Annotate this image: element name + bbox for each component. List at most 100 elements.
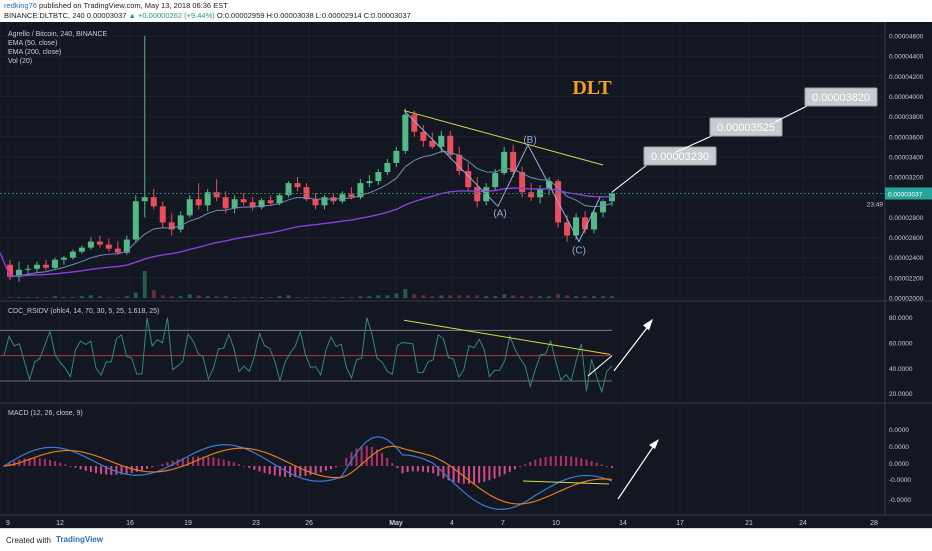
macd-histogram-bar (488, 466, 491, 481)
macd-histogram-bar (457, 466, 460, 483)
volume-bar (34, 297, 39, 298)
macd-histogram-bar (125, 466, 128, 474)
macd-histogram-bar (176, 459, 179, 466)
macd-histogram-bar (222, 459, 225, 466)
candle-body (69, 251, 76, 258)
target-price-label: 0.00003820 (812, 92, 870, 104)
candle-body (78, 247, 85, 252)
candle-body (600, 201, 607, 213)
target-box (804, 87, 878, 107)
macd-arrow-line (617, 443, 656, 500)
volume-bar (385, 295, 390, 298)
volume-bar (295, 297, 300, 298)
candle-body (150, 197, 157, 207)
macd-histogram-bar (299, 466, 302, 477)
price-tick-label: 0.00002800 (889, 215, 924, 222)
time-tick-label: 21 (745, 520, 753, 527)
macd-histogram-bar (386, 457, 389, 466)
tradingview-logo[interactable]: TradingView (56, 535, 103, 544)
macd-histogram-bar (38, 458, 41, 466)
macd-histogram-bar (258, 466, 261, 472)
macd-trendline (522, 480, 610, 485)
macd-histogram-bar (513, 466, 516, 470)
macd-histogram-bar (181, 458, 184, 466)
price-change: ▲ +0.00000262 (+9.44%) (128, 11, 215, 20)
macd-histogram-bar (370, 446, 373, 466)
macd-histogram-bar (416, 466, 419, 472)
candle-body (231, 199, 238, 209)
candle-body (492, 173, 499, 188)
macd-histogram-bar (64, 464, 67, 466)
ema50-line (9, 150, 613, 278)
volume-bar (115, 297, 120, 298)
macd-histogram-bar (314, 466, 317, 474)
volume-bar (511, 295, 516, 298)
publish-info: redking76 published on TradingView.com, … (4, 1, 228, 10)
macd-histogram-bar (544, 457, 547, 466)
macd-histogram-bar (140, 466, 143, 471)
chart-canvas[interactable]: 0.00004600 0.00004400 0.00004200 0.00004000… (0, 22, 932, 528)
volume-bar (565, 295, 570, 298)
volume-bar (124, 296, 129, 298)
volume-bar (340, 297, 345, 298)
volume-bar (52, 296, 57, 298)
rsi-legend: CDC_RSIDV (ohlc4, 14, 70, 30, 5, 25, 1.6… (8, 308, 160, 315)
time-tick-label: 16 (126, 520, 134, 527)
rsi-support-line (587, 355, 613, 377)
macd-histogram-bar (391, 463, 394, 466)
author-link[interactable]: redking76 (4, 1, 37, 10)
candle-body (510, 151, 517, 173)
countdown-label: 23:49 (867, 202, 884, 209)
macd-histogram-bar (483, 466, 486, 482)
candle-body (591, 212, 598, 230)
candle-body (474, 187, 481, 202)
candle-body (429, 140, 436, 147)
macd-histogram-bar (273, 466, 276, 476)
price-tick-label: 0.00004000 (889, 94, 924, 101)
chart-area[interactable]: 0.00004600 0.00004400 0.00004200 0.00004000… (0, 22, 932, 528)
macd-histogram-bar (335, 466, 338, 468)
macd-histogram-bar (207, 456, 210, 466)
macd-histogram-bar (243, 466, 246, 467)
publish-header: redking76 published on TradingView.com, … (0, 0, 932, 22)
volume-bar (169, 296, 174, 298)
volume-bar (70, 297, 75, 298)
price-trendline (403, 110, 604, 166)
candle-body (285, 183, 292, 196)
macd-histogram-bar (396, 466, 399, 469)
candle-body (438, 135, 445, 147)
candle-body (15, 269, 22, 277)
macd-histogram-bar (84, 466, 87, 471)
macd-histogram-bar (289, 466, 292, 478)
wave-a-label: (A) (493, 208, 506, 219)
macd-histogram-bar (340, 465, 343, 467)
macd-histogram-bar (146, 466, 149, 469)
rsi-tick-label: 20.0000 (889, 391, 913, 398)
time-tick-label: 24 (799, 520, 807, 527)
macd-histogram-bar (23, 458, 26, 466)
volume-bar (43, 297, 48, 298)
candle-body (51, 259, 58, 268)
candle-body (564, 222, 571, 236)
time-tick-label: 7 (501, 520, 505, 527)
macd-histogram-bar (8, 463, 11, 466)
macd-histogram-bar (585, 459, 588, 466)
volume-bar (358, 296, 363, 298)
volume-bar (151, 289, 156, 298)
volume-bar (322, 297, 327, 298)
price-tick-label: 0.00003200 (889, 175, 924, 182)
volume-bar (286, 295, 291, 298)
candle-body (465, 171, 472, 188)
volume-bar (25, 297, 30, 298)
macd-histogram-bar (600, 464, 603, 466)
time-tick-label: 19 (184, 520, 192, 527)
macd-histogram-bar (365, 445, 368, 466)
candle-body (7, 264, 13, 277)
created-with-text: Created with (6, 536, 51, 545)
macd-histogram-bar (452, 466, 455, 482)
macd-histogram-bar (3, 466, 5, 467)
volume-bar (61, 297, 66, 298)
macd-histogram-bar (519, 466, 522, 467)
candle-body (60, 257, 67, 260)
macd-histogram-bar (171, 460, 174, 466)
